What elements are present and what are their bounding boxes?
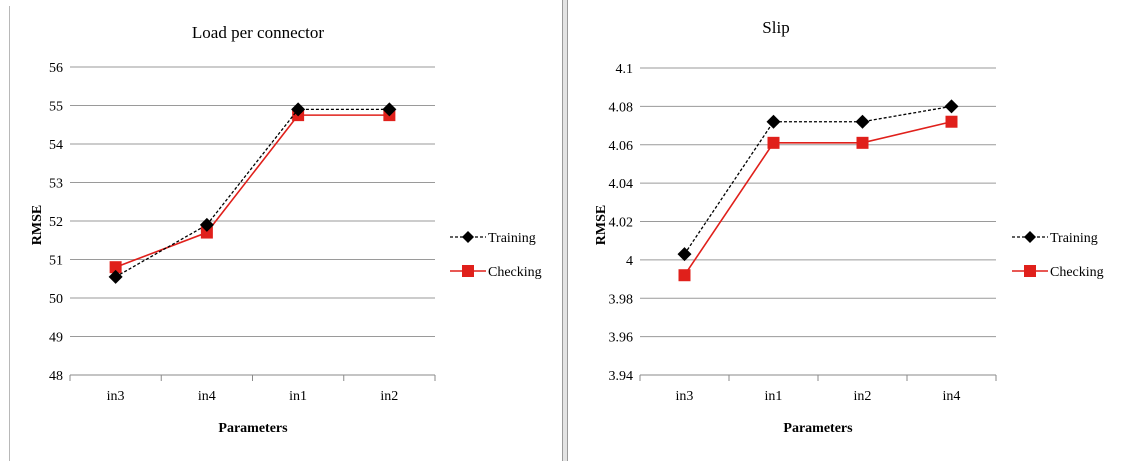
x-tick-label: in2 xyxy=(380,389,398,404)
y-tick-label: 3.98 xyxy=(609,292,634,307)
series-line-checking xyxy=(115,114,390,268)
x-tick-label: in3 xyxy=(676,389,694,404)
data-point-training xyxy=(944,99,959,114)
chart-load-per-connector: Load per connector Parameters RMSE 48 49 5… xyxy=(30,23,542,436)
y-tick-label: 4.08 xyxy=(609,100,634,115)
data-point-checking xyxy=(200,226,213,239)
y-tick-label: 53 xyxy=(49,177,63,192)
x-tick-label: in4 xyxy=(943,389,961,404)
panel-divider xyxy=(562,0,568,461)
chart-panel-load-per-connector: Load per connector Parameters RMSE 48 49 5… xyxy=(0,0,562,461)
y-tick-label: 4.04 xyxy=(609,177,634,192)
legend-label-checking: Checking xyxy=(1050,265,1104,280)
legend-marker-training xyxy=(1024,231,1036,243)
legend-marker-training xyxy=(462,231,474,243)
chart-title: Slip xyxy=(762,18,789,37)
data-point-training xyxy=(677,247,692,262)
data-point-training xyxy=(108,269,123,284)
data-point-checking xyxy=(945,115,958,128)
y-tick-label: 52 xyxy=(49,215,63,230)
series-line-training xyxy=(115,108,390,278)
x-tick-label: in4 xyxy=(198,389,216,404)
chart-slip: Slip Parameters RMSE 3.94 3.96 3.98 4 4.02 4.… xyxy=(594,18,1104,436)
data-point-checking xyxy=(109,261,122,274)
panel-border xyxy=(9,6,10,461)
legend-label-training: Training xyxy=(1050,231,1098,246)
y-tick-label: 4 xyxy=(626,254,633,269)
x-tick-label: in1 xyxy=(289,389,307,404)
x-tick-label: in3 xyxy=(107,389,125,404)
y-tick-label: 48 xyxy=(49,369,63,384)
data-point-checking xyxy=(767,136,780,149)
chart-panel-slip: Slip Parameters RMSE 3.94 3.96 3.98 4 4.02 4.… xyxy=(568,0,1125,461)
legend-label-checking: Checking xyxy=(488,265,542,280)
y-tick-label: 50 xyxy=(49,292,63,307)
y-axis-title: RMSE xyxy=(594,205,609,245)
y-tick-label: 55 xyxy=(49,100,63,115)
y-tick-label: 56 xyxy=(49,61,63,76)
data-point-training xyxy=(291,102,306,117)
y-tick-label: 4.06 xyxy=(609,139,634,154)
data-point-training xyxy=(199,217,214,232)
data-point-checking xyxy=(856,136,869,149)
y-tick-label: 3.96 xyxy=(609,331,634,346)
y-tick-label: 3.94 xyxy=(609,369,634,384)
y-tick-label: 51 xyxy=(49,254,63,269)
x-axis-title: Parameters xyxy=(783,421,853,436)
legend-marker-checking xyxy=(1024,265,1036,277)
data-point-training xyxy=(766,114,781,129)
legend-label-training: Training xyxy=(488,231,536,246)
x-tick-label: in1 xyxy=(765,389,783,404)
series-line-training xyxy=(683,105,952,255)
x-axis-title: Parameters xyxy=(218,421,288,436)
data-point-training xyxy=(855,114,870,129)
y-tick-label: 4.1 xyxy=(616,62,634,77)
y-tick-label: 4.02 xyxy=(609,216,634,231)
y-tick-label: 54 xyxy=(49,138,63,153)
x-tick-label: in2 xyxy=(854,389,872,404)
y-axis-title: RMSE xyxy=(30,205,45,245)
chart-title: Load per connector xyxy=(192,23,324,42)
series-line-checking xyxy=(683,120,952,276)
legend-marker-checking xyxy=(462,265,474,277)
y-tick-label: 49 xyxy=(49,331,63,346)
data-point-checking xyxy=(678,269,691,282)
data-point-training xyxy=(382,102,397,117)
